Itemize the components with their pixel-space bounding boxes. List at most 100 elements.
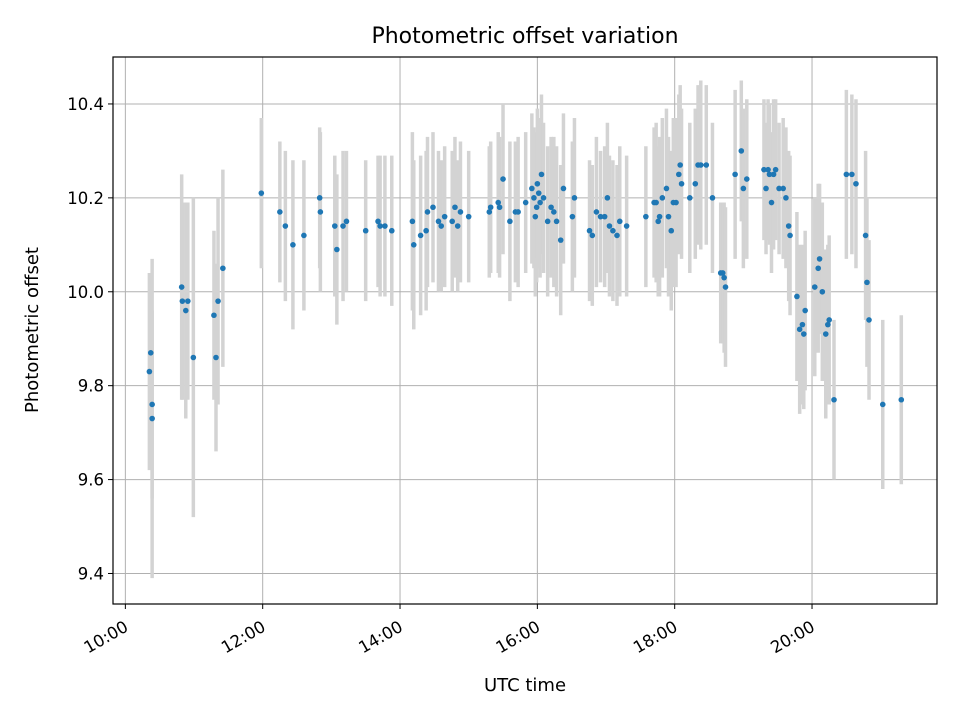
data-point xyxy=(709,195,716,201)
data-point xyxy=(825,321,831,328)
data-point xyxy=(487,204,494,211)
data-point xyxy=(388,227,395,234)
data-point xyxy=(610,227,616,234)
data-point xyxy=(799,321,806,328)
data-point xyxy=(783,195,789,201)
x-axis-label: UTC time xyxy=(484,675,566,696)
data-point xyxy=(424,209,431,215)
data-point xyxy=(898,396,905,403)
data-point xyxy=(677,162,683,168)
data-points xyxy=(146,148,905,422)
data-point xyxy=(802,307,808,314)
data-point xyxy=(438,223,445,229)
data-point xyxy=(215,298,221,304)
data-point xyxy=(831,396,837,403)
data-point xyxy=(316,195,323,201)
data-point xyxy=(571,195,578,201)
y-axis-label: Photometric offset xyxy=(22,247,43,413)
data-point xyxy=(258,190,265,196)
data-point xyxy=(768,199,775,206)
data-point xyxy=(190,354,197,361)
data-point xyxy=(537,199,543,206)
data-point xyxy=(457,209,464,215)
y-axis-ticks: 9.4 9.6 9.8 10.0 10.2 10.4 xyxy=(67,95,113,583)
data-point xyxy=(780,185,786,192)
data-point xyxy=(540,195,547,201)
data-point xyxy=(862,232,869,239)
y-tick-label: 9.8 xyxy=(78,377,104,396)
data-point xyxy=(534,180,541,187)
data-point xyxy=(676,171,682,178)
data-point xyxy=(531,195,537,201)
data-point xyxy=(182,307,189,314)
data-point xyxy=(853,180,859,187)
data-point xyxy=(800,331,807,337)
data-point xyxy=(719,270,726,276)
data-point xyxy=(743,176,750,182)
data-point xyxy=(843,171,850,178)
data-point xyxy=(597,213,604,220)
data-point xyxy=(692,180,699,187)
data-point xyxy=(703,162,710,168)
y-tick-label: 9.6 xyxy=(78,471,104,490)
y-tick-label: 10.2 xyxy=(67,189,104,208)
data-point xyxy=(655,218,662,225)
data-point xyxy=(179,298,186,304)
y-tick-label: 10.0 xyxy=(67,283,104,302)
data-point xyxy=(794,293,800,300)
data-point xyxy=(643,213,649,220)
data-point xyxy=(653,199,659,206)
data-point xyxy=(149,401,155,408)
data-point xyxy=(343,218,350,225)
data-point xyxy=(815,265,822,272)
data-point xyxy=(656,213,663,220)
data-point xyxy=(529,185,535,192)
data-point xyxy=(560,185,567,192)
data-point xyxy=(147,350,154,356)
data-point xyxy=(377,223,383,229)
data-point xyxy=(334,246,340,253)
data-point xyxy=(772,166,779,173)
data-point xyxy=(362,227,369,234)
data-point xyxy=(776,185,782,192)
data-point xyxy=(410,242,417,248)
data-point xyxy=(430,204,436,211)
data-point xyxy=(544,218,551,225)
data-point xyxy=(787,232,793,239)
data-point xyxy=(879,401,886,408)
data-point xyxy=(659,195,666,201)
data-point xyxy=(211,312,217,319)
data-point xyxy=(538,171,545,178)
data-point xyxy=(822,331,829,337)
data-point xyxy=(382,223,388,229)
data-point xyxy=(665,213,672,220)
data-point xyxy=(761,166,767,173)
data-point xyxy=(557,237,564,243)
data-point xyxy=(331,223,338,229)
data-point xyxy=(589,232,596,239)
data-point xyxy=(486,209,493,215)
data-point xyxy=(678,180,685,187)
data-point xyxy=(417,232,424,239)
data-point xyxy=(375,218,381,225)
data-point xyxy=(722,284,729,290)
data-point xyxy=(811,284,818,290)
data-point xyxy=(146,368,153,375)
data-point xyxy=(623,223,630,229)
data-point xyxy=(604,195,611,201)
chart-title: Photometric offset variation xyxy=(371,24,678,49)
y-tick-label: 10.4 xyxy=(67,95,104,114)
data-point xyxy=(454,223,461,229)
data-point xyxy=(435,218,442,225)
data-point xyxy=(770,171,777,178)
data-point xyxy=(515,209,521,215)
data-point xyxy=(149,415,155,422)
data-point xyxy=(532,213,539,220)
data-point xyxy=(522,199,529,206)
data-point xyxy=(866,317,872,323)
data-point xyxy=(766,171,773,178)
data-point xyxy=(441,213,448,220)
data-point xyxy=(178,284,185,290)
data-point xyxy=(449,218,456,225)
